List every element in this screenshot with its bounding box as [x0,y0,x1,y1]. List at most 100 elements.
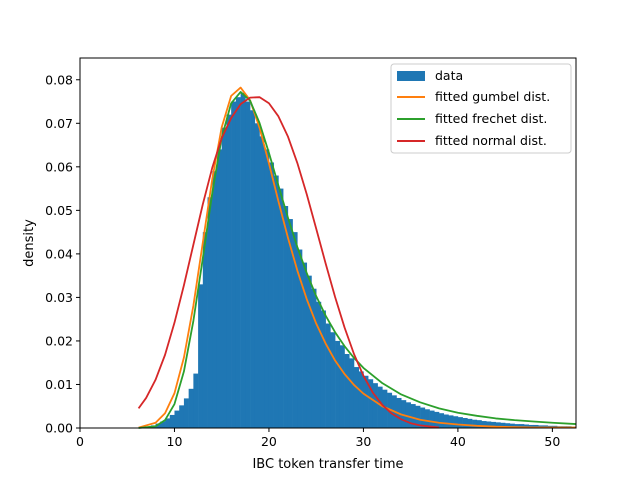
y-tick-label: 0.00 [45,421,73,436]
histogram-bar [372,383,378,428]
histogram-bar [283,206,289,428]
histogram-bar [169,414,175,428]
histogram-bar [405,402,411,428]
histogram-bar [339,345,345,428]
legend-box [390,63,572,154]
y-axis-label: density [22,219,37,267]
histogram-bar [514,424,520,428]
histogram-bar [245,101,251,428]
histogram-bar [486,421,492,428]
histogram-bar [325,323,331,428]
histogram-bar [316,301,322,428]
y-axis-ticks: 0.00 0.01 0.02 0.03 0.04 0.05 0.06 0.07 0.08 [45,72,80,436]
histogram-bar [174,410,180,428]
x-tick-label: 30 [355,434,371,449]
histogram-bar [519,424,525,428]
y-tick-label: 0.01 [45,377,73,392]
histogram-bar [193,373,199,428]
histogram-bar [429,410,435,428]
legend-label-data: data [435,68,463,83]
histogram-bar [254,123,260,428]
legend-label-normal: fitted normal dist. [435,133,547,148]
x-tick-label: 40 [450,434,466,449]
x-axis-label: IBC token transfer time [252,457,403,472]
histogram-bar [155,423,161,428]
legend: data fitted gumbel dist. fitted frechet … [390,63,572,154]
histogram-bar [221,127,227,429]
histogram-bar [160,421,166,428]
histogram-bar [453,416,459,428]
histogram-bar [216,149,223,428]
histogram-bar [306,275,312,428]
histogram-bar [292,232,298,428]
normal-fit-line [137,96,440,429]
histogram-bar [533,424,539,428]
histogram-bar [240,92,246,428]
histogram-bar [179,405,185,428]
histogram-bar [231,101,237,428]
histogram-bar [183,398,189,428]
histogram-bar [420,407,426,428]
histogram-bar [202,232,208,428]
histogram-bar [212,171,218,428]
histogram-bar [481,421,487,428]
histogram-bar [320,310,326,428]
histogram-bar [457,417,463,428]
histogram-bar [235,97,241,429]
y-tick-label: 0.07 [45,116,73,131]
gumbel-fit-line [138,86,576,429]
y-tick-label: 0.06 [45,159,73,174]
x-tick-label: 50 [544,434,560,449]
histogram-bar [273,175,279,428]
x-axis-ticks: 0 10 20 30 40 50 [76,428,560,449]
histogram-bar [490,421,496,428]
histogram-bar [472,419,478,428]
histogram-bar [349,358,355,428]
x-tick-label: 0 [76,434,84,449]
histogram-bar [250,110,256,429]
histogram-bar [358,371,364,428]
histogram-bar [424,409,430,428]
histogram-bar [443,414,449,428]
histogram-bar [467,418,473,428]
histogram-bar [302,262,308,428]
y-tick-label: 0.05 [45,203,73,218]
histogram-bar [509,423,515,428]
histogram-bars [146,92,577,429]
histogram-bar [495,422,501,428]
histogram-bar [264,149,270,428]
histogram-bar [524,424,530,428]
histogram-bar [448,415,454,428]
histogram-bar [368,379,374,428]
histogram-bar [401,400,407,428]
frechet-fit-line [138,91,577,429]
legend-label-frechet: fitted frechet dist. [435,111,547,126]
histogram-bar [353,367,359,428]
histogram-bar [207,197,213,428]
y-tick-label: 0.03 [45,290,73,305]
histogram-bar [415,405,421,428]
x-tick-label: 10 [167,434,183,449]
histogram-bar [198,284,204,428]
histogram-bar [287,219,293,428]
histogram-bar [528,424,534,428]
fitted-curves [137,86,577,429]
y-tick-label: 0.04 [45,246,73,261]
histogram-bar [505,423,511,428]
histogram-bar [377,386,383,428]
histogram-bar [382,389,388,428]
x-tick-label: 20 [261,434,277,449]
histogram-bar [330,332,336,428]
histogram-bar [335,340,341,428]
histogram-bar [410,404,416,428]
histogram-bar [462,417,468,428]
legend-swatch-data [397,71,425,81]
histogram-bar [344,354,350,428]
y-tick-label: 0.02 [45,333,73,348]
histogram-bar [434,411,440,428]
histogram-bar [476,420,482,428]
histogram-bar [500,422,506,428]
plot-frame [79,57,577,429]
histogram-bar [311,288,317,428]
